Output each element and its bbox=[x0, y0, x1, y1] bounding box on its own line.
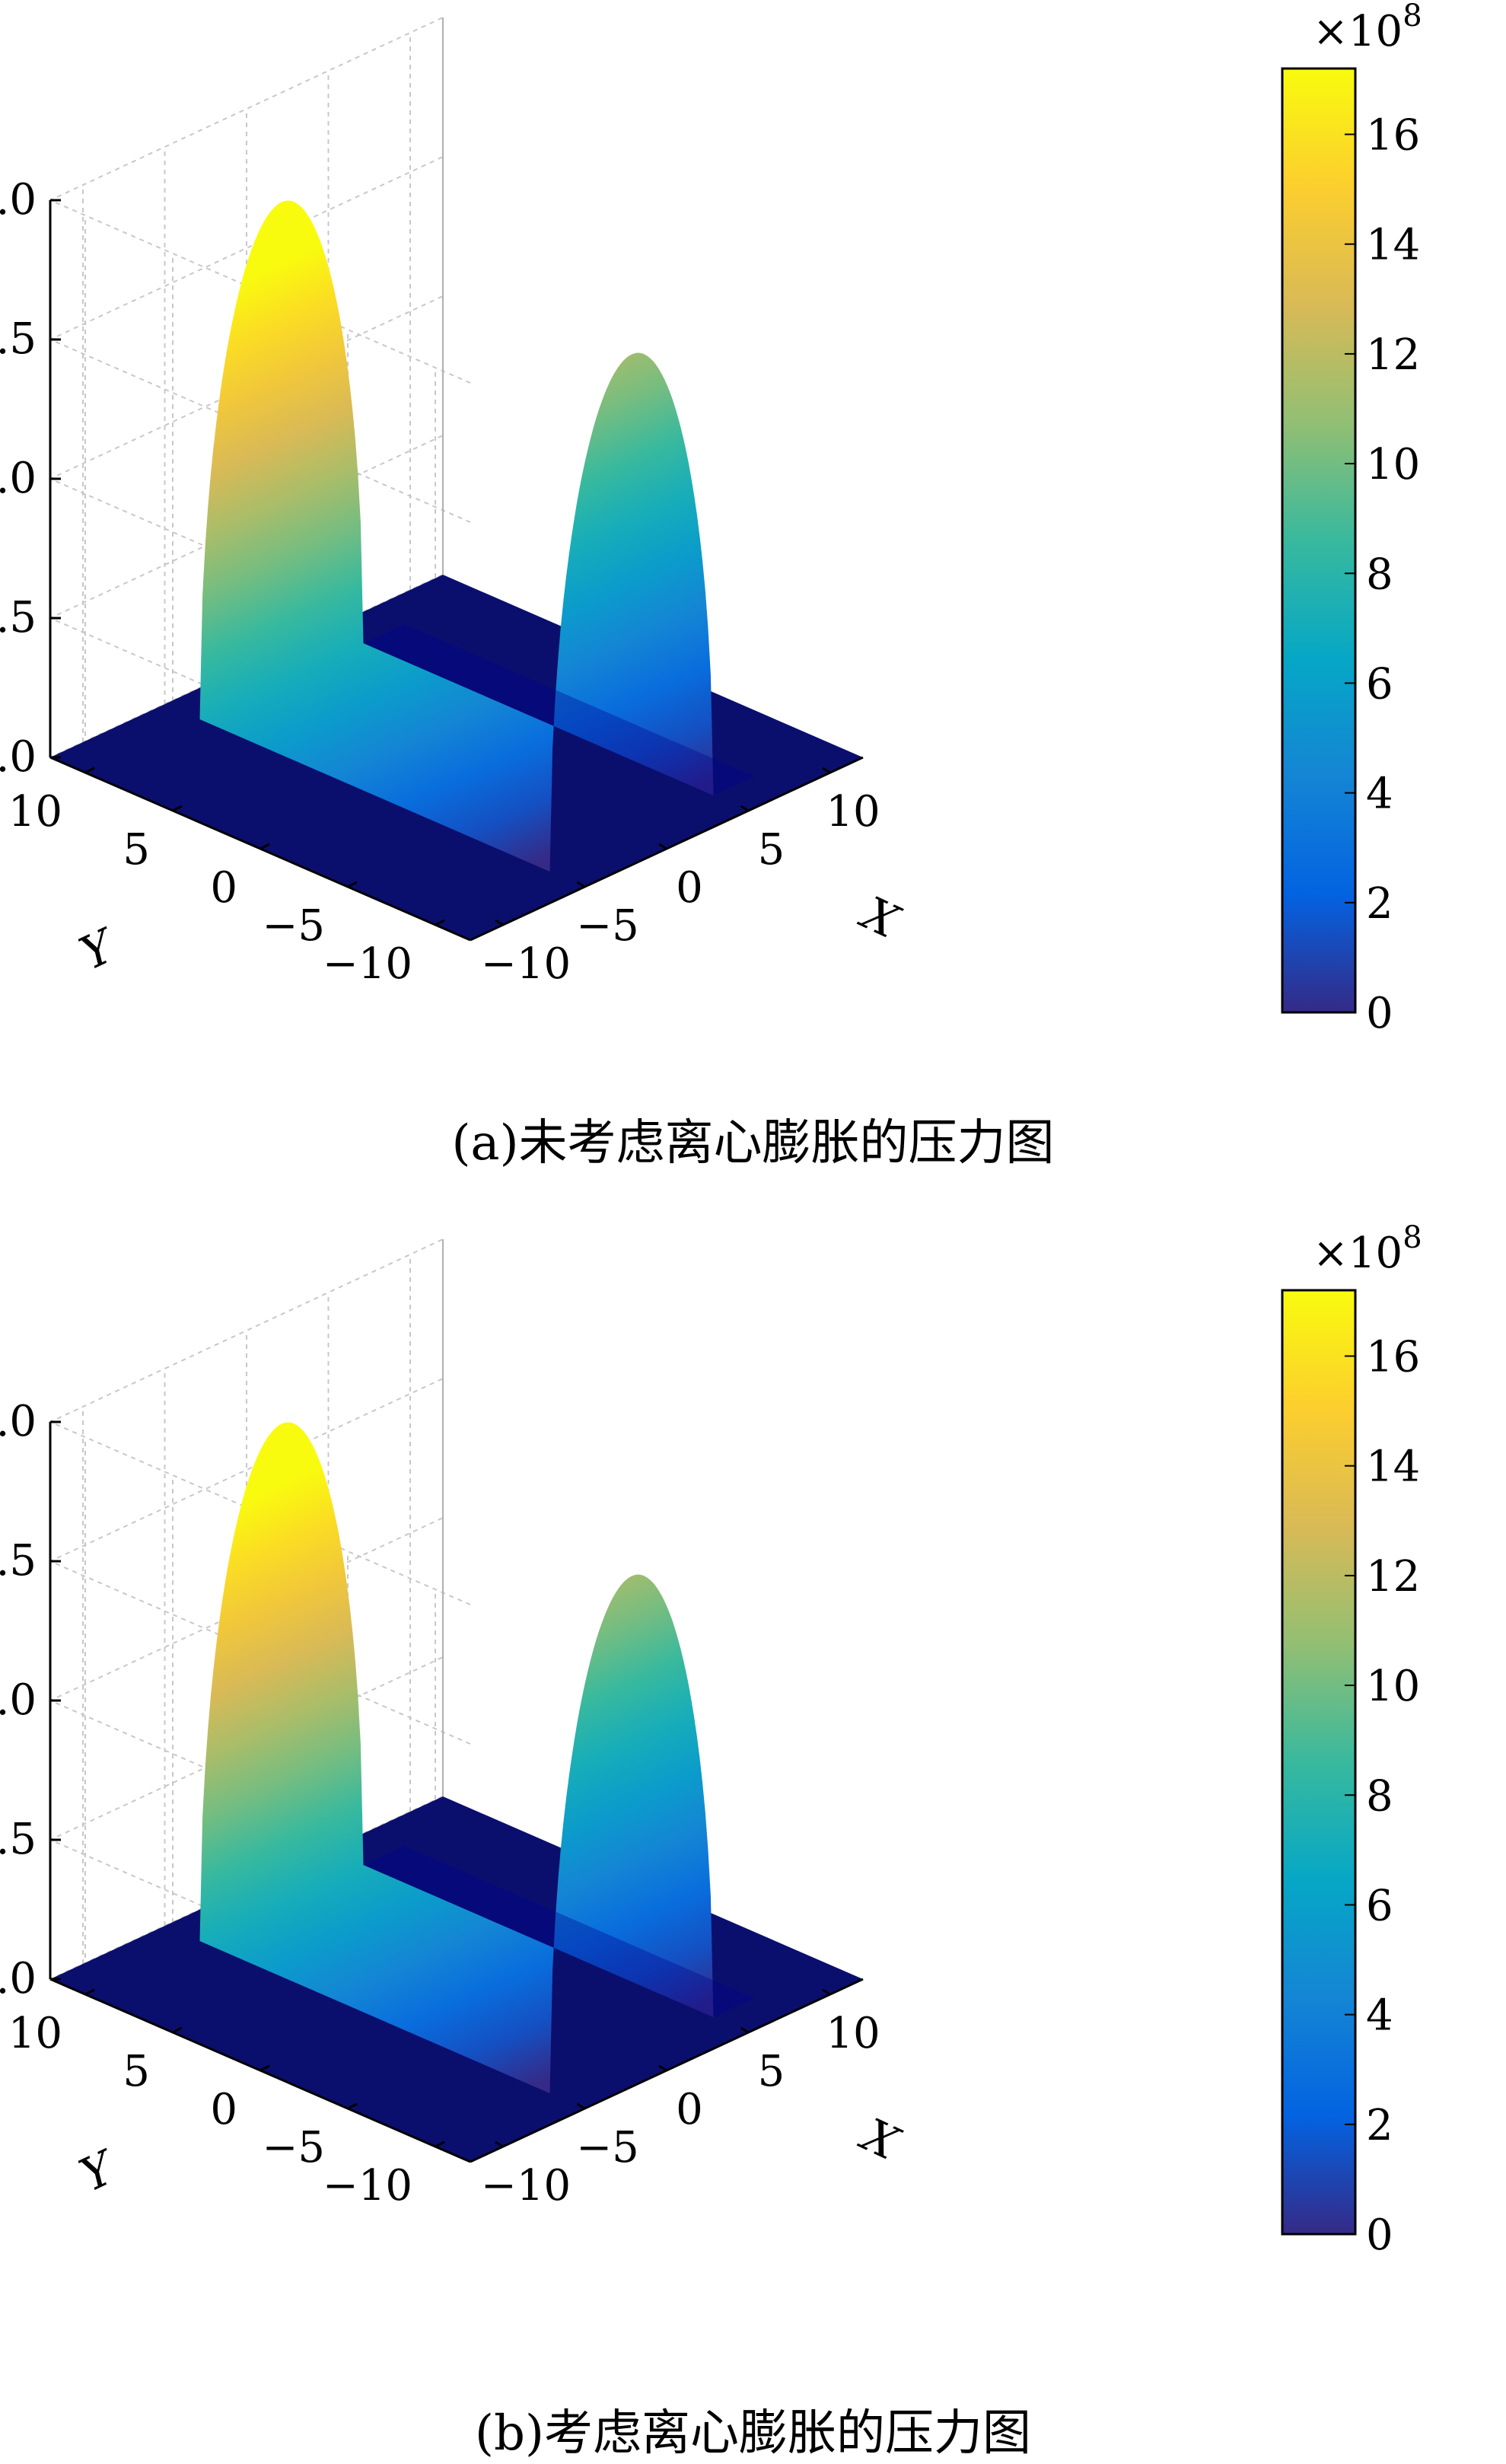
x-tick-label: 0 bbox=[676, 863, 703, 913]
colorbar-tick-label: 14 bbox=[1366, 221, 1420, 270]
colorbar-exponent-power: 8 bbox=[1403, 0, 1422, 33]
y-tick-mark bbox=[435, 919, 445, 926]
y-tick-label: 0 bbox=[210, 863, 237, 913]
surface-plot-b: 0.00.51.01.52.0−10−50510−10−50510XYPi1m_… bbox=[0, 1222, 1422, 2260]
y-tick-mark bbox=[84, 767, 95, 774]
y-tick-label: −10 bbox=[323, 2161, 412, 2211]
x-tick-mark bbox=[495, 919, 504, 926]
z-tick-label: 2.0 bbox=[0, 175, 37, 225]
x-tick-mark bbox=[740, 2026, 750, 2034]
pressure-ridge-surface bbox=[199, 200, 714, 872]
x-tick-label: −5 bbox=[576, 901, 639, 951]
colorbar-tick-label: 10 bbox=[1366, 440, 1420, 489]
x-axis-label: X bbox=[852, 885, 908, 949]
colorbar-tick-label: 0 bbox=[1366, 989, 1393, 1038]
x-tick-label: −5 bbox=[576, 2123, 639, 2172]
ridge-shadow bbox=[363, 1846, 755, 2017]
x-tick-label: −10 bbox=[481, 2161, 571, 2211]
x-tick-mark bbox=[822, 767, 831, 774]
ridge-shadow bbox=[363, 624, 755, 795]
y-tick-label: 10 bbox=[8, 787, 62, 837]
x-tick-label: −10 bbox=[481, 939, 571, 989]
x-tick-label: 0 bbox=[676, 2085, 703, 2134]
colorbar-tick-label: 2 bbox=[1366, 2101, 1393, 2150]
y-axis-label: Y bbox=[72, 918, 126, 980]
z-tick-label: 0.5 bbox=[0, 593, 37, 642]
z-tick-label: 2.0 bbox=[0, 1397, 37, 1446]
x-tick-mark bbox=[822, 1988, 831, 1996]
axes bbox=[49, 199, 864, 942]
x-tick-mark bbox=[495, 2140, 504, 2148]
colorbar-exponent-power: 8 bbox=[1403, 1222, 1422, 1255]
colorbar bbox=[1281, 67, 1357, 1014]
colorbar-exponent-base: ×10 bbox=[1313, 7, 1403, 56]
axes bbox=[49, 1420, 864, 2163]
z-tick-label: 1.5 bbox=[0, 1536, 37, 1586]
y-axis-label: Y bbox=[72, 2140, 126, 2202]
y-tick-mark bbox=[172, 2026, 183, 2034]
y-tick-mark bbox=[172, 805, 183, 812]
x-tick-label: 10 bbox=[826, 2009, 880, 2058]
y-tick-label: 5 bbox=[123, 2047, 150, 2096]
colorbar bbox=[1281, 1289, 1357, 2236]
x-tick-mark bbox=[576, 881, 586, 888]
colorbar-tick-label: 12 bbox=[1366, 1552, 1420, 1602]
z-tick-label: 0.5 bbox=[0, 1815, 37, 1864]
z-tick-label: 1.5 bbox=[0, 314, 37, 364]
z-tick-label: 0.0 bbox=[0, 732, 37, 782]
colorbar-tick-label: 8 bbox=[1366, 550, 1393, 599]
colorbar-exponent-label: ×108 bbox=[1313, 0, 1422, 56]
colorbar-tick-label: 0 bbox=[1366, 2211, 1393, 2260]
y-tick-mark bbox=[84, 1988, 95, 1996]
x-tick-label: 10 bbox=[826, 787, 880, 837]
colorbar-tick-label: 10 bbox=[1366, 1662, 1420, 1711]
x-tick-mark bbox=[658, 2064, 667, 2072]
colorbar-tick-label: 6 bbox=[1366, 659, 1393, 709]
colorbar-exponent-base: ×10 bbox=[1313, 1229, 1403, 1278]
colorbar-exponent-label: ×108 bbox=[1313, 1222, 1422, 1278]
x-tick-label: 5 bbox=[758, 2047, 785, 2096]
x-tick-label: 5 bbox=[758, 825, 785, 875]
y-tick-label: 10 bbox=[8, 2009, 62, 2058]
y-tick-label: −5 bbox=[262, 901, 325, 951]
colorbar-tick-label: 8 bbox=[1366, 1771, 1393, 1821]
colorbar-tick-label: 6 bbox=[1366, 1881, 1393, 1930]
y-tick-label: 0 bbox=[210, 2085, 237, 2134]
y-tick-mark bbox=[347, 881, 358, 888]
colorbar-tick-label: 16 bbox=[1366, 1333, 1420, 1382]
pressure-ridge-surface bbox=[199, 1422, 714, 2093]
x-axis-label: X bbox=[852, 2107, 908, 2171]
caption-b: (b)考虑离心膨胀的压力图 bbox=[475, 2405, 1031, 2462]
y-tick-label: −10 bbox=[323, 939, 412, 989]
x-tick-mark bbox=[740, 805, 750, 812]
axis-text: 0.00.51.01.52.0−10−50510−10−50510XYPi1m_… bbox=[0, 1222, 1422, 2260]
colorbar-tick-label: 4 bbox=[1366, 770, 1393, 819]
colorbar-tick-label: 2 bbox=[1366, 879, 1393, 929]
y-tick-label: 5 bbox=[123, 825, 150, 875]
x-tick-mark bbox=[576, 2102, 586, 2110]
surface-plot-a: 0.00.51.01.52.0−10−50510−10−50510XYPi1m_… bbox=[0, 0, 1422, 1038]
chart-panel-a: 0.00.51.01.52.0−10−50510−10−50510XYPi1m_… bbox=[0, 0, 1506, 1187]
chart-panel-b: 0.00.51.01.52.0−10−50510−10−50510XYPi1m_… bbox=[0, 1222, 1506, 2462]
colorbar-tick-label: 4 bbox=[1366, 1991, 1393, 2041]
z-tick-label: 0.0 bbox=[0, 1954, 37, 2003]
z-tick-label: 1.0 bbox=[0, 1675, 37, 1725]
x-tick-mark bbox=[658, 843, 667, 850]
y-tick-mark bbox=[435, 2140, 445, 2148]
y-tick-label: −5 bbox=[262, 2123, 325, 2172]
axis-text: 0.00.51.01.52.0−10−50510−10−50510XYPi1m_… bbox=[0, 0, 1422, 1038]
y-tick-mark bbox=[259, 843, 270, 850]
z-tick-label: 1.0 bbox=[0, 454, 37, 503]
colorbar-tick-label: 16 bbox=[1366, 111, 1420, 161]
colorbar-tick-label: 12 bbox=[1366, 330, 1420, 380]
y-tick-mark bbox=[259, 2064, 270, 2072]
colorbar-tick-label: 14 bbox=[1366, 1442, 1420, 1492]
y-tick-mark bbox=[347, 2102, 358, 2110]
caption-a: (a)未考虑离心膨胀的压力图 bbox=[451, 1115, 1055, 1171]
